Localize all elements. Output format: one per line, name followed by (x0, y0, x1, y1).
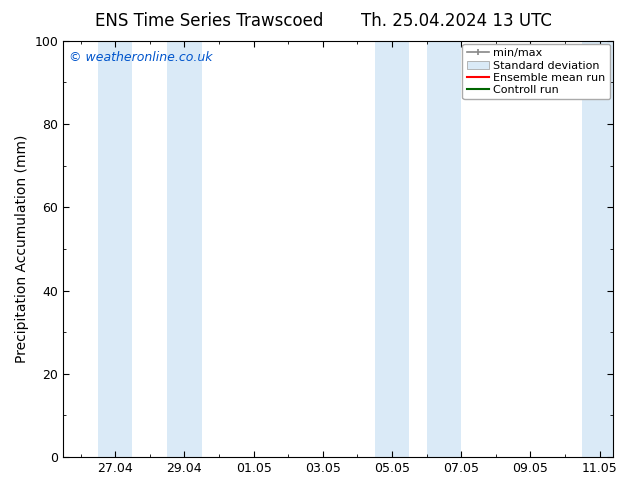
Bar (375, 41, 410, 457)
Legend: min/max, Standard deviation, Ensemble mean run, Controll run: min/max, Standard deviation, Ensemble me… (462, 44, 610, 99)
Y-axis label: Precipitation Accumulation (mm): Precipitation Accumulation (mm) (15, 135, 29, 363)
Bar (167, 41, 202, 457)
Bar (427, 41, 461, 457)
Bar (98, 41, 133, 457)
Bar (583, 41, 614, 457)
Text: Th. 25.04.2024 13 UTC: Th. 25.04.2024 13 UTC (361, 12, 552, 30)
Text: © weatheronline.co.uk: © weatheronline.co.uk (69, 51, 212, 64)
Text: ENS Time Series Trawscoed: ENS Time Series Trawscoed (95, 12, 323, 30)
